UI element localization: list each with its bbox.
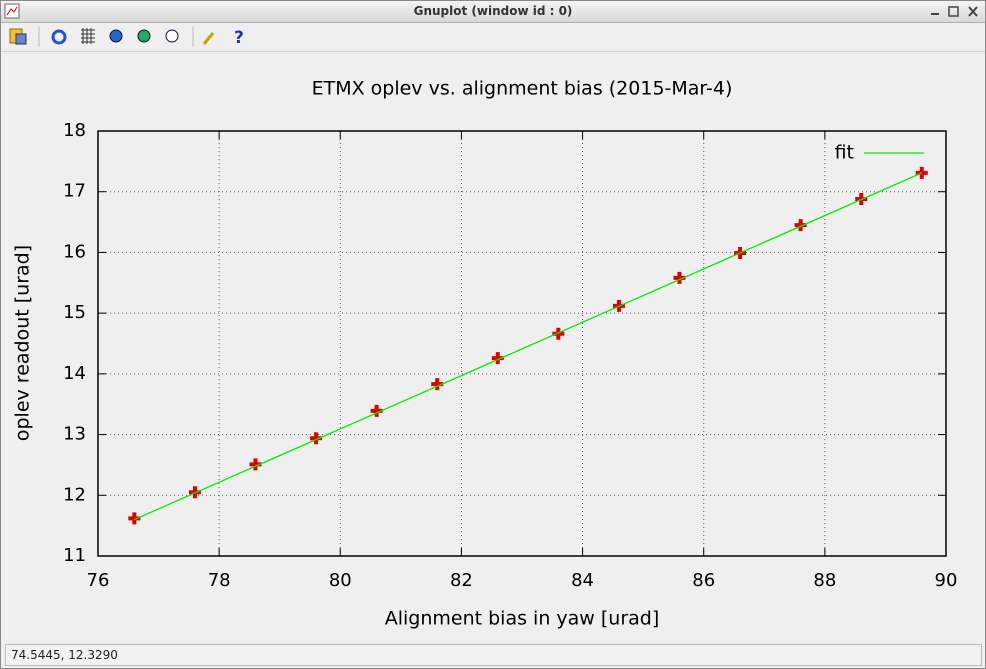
window-controls[interactable] [923, 2, 983, 22]
status-bar: 74.5445, 12.3290 [5, 644, 982, 666]
chart-title: ETMX oplev vs. alignment bias (2015-Mar-… [312, 78, 733, 100]
x-axis-label: Alignment bias in yaw [urad] [385, 608, 660, 630]
y-tick-label: 12 [63, 484, 86, 505]
x-tick-label: 86 [692, 570, 715, 591]
y-tick-label: 15 [63, 302, 86, 323]
y-tick-label: 14 [63, 363, 86, 384]
y-tick-label: 17 [63, 181, 86, 202]
fit-line [134, 172, 923, 521]
x-tick-label: 82 [450, 570, 473, 591]
title-bar: Gnuplot (window id : 0) [1, 1, 985, 23]
y-tick-label: 16 [63, 241, 86, 262]
app-icon [4, 3, 20, 19]
y-tick-label: 18 [63, 120, 86, 141]
x-tick-label: 80 [329, 570, 352, 591]
window-title: Gnuplot (window id : 0) [413, 4, 573, 18]
toolbar: ? [1, 23, 985, 52]
toolbar-icons[interactable]: ? [1, 23, 261, 51]
y-tick-label: 11 [63, 545, 86, 566]
y-axis-label: oplev readout [urad] [12, 245, 34, 441]
data-point [915, 166, 928, 179]
data-point [794, 219, 807, 232]
x-tick-label: 76 [87, 570, 110, 591]
svg-text:?: ? [234, 28, 244, 48]
x-tick-label: 90 [935, 570, 958, 591]
y-tick-label: 13 [63, 424, 86, 445]
plot-frame [97, 130, 947, 557]
x-tick-label: 84 [571, 570, 594, 591]
legend-label: fit [835, 142, 854, 164]
x-tick-label: 88 [813, 570, 836, 591]
data-point [552, 327, 565, 340]
plot-canvas: ETMX oplev vs. alignment bias (2015-Mar-… [12, 78, 958, 630]
x-tick-label: 78 [208, 570, 231, 591]
